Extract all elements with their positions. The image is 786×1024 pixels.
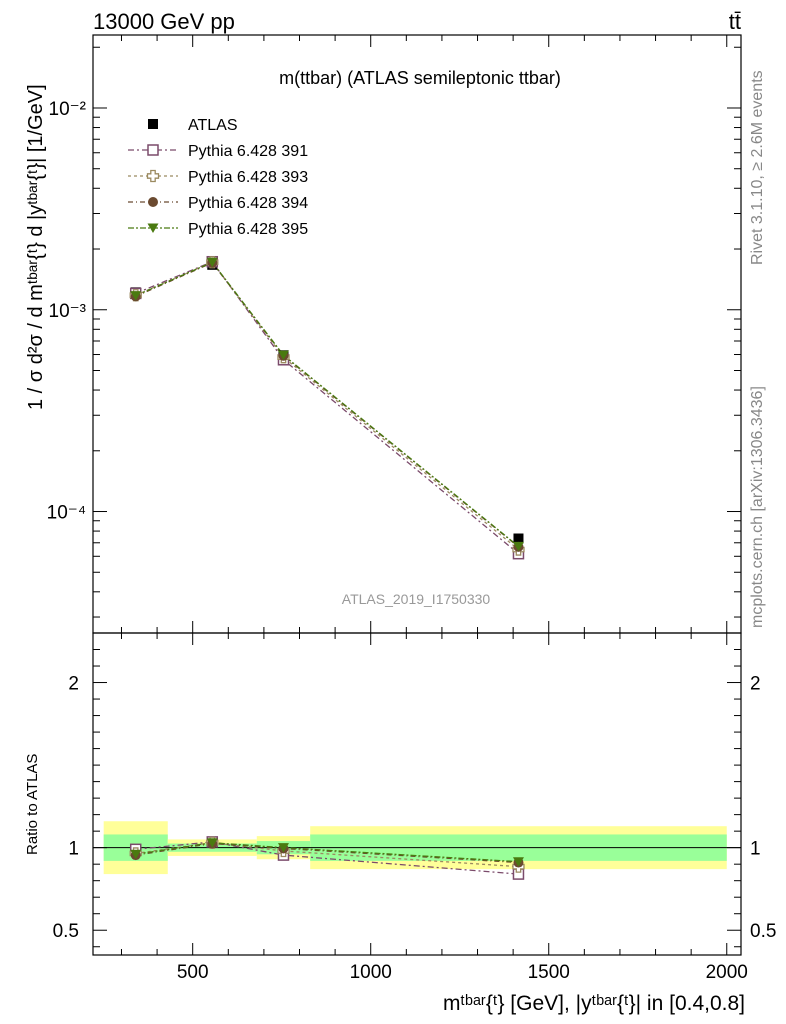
point-4-0 [130, 291, 142, 301]
x-tick-label: 1500 [528, 962, 570, 983]
ratio-y-tick-label-right: 2 [750, 674, 761, 695]
point-4-1-shape [206, 257, 218, 268]
x-tick-label: 500 [177, 962, 209, 983]
legend-label-1: Pythia 6.428 391 [188, 143, 308, 160]
point-4-3 [512, 541, 524, 552]
legend-marker-4 [147, 223, 159, 233]
ratio-line-3 [135, 842, 519, 864]
ratio-plot-frame [92, 632, 742, 956]
ratio-line-4 [135, 842, 519, 863]
legend-marker-2 [146, 169, 160, 183]
series-line-1 [135, 260, 519, 555]
ratio-y-tick-label-left: 0.5 [53, 921, 79, 942]
ratio-point-4-0-shape [130, 849, 142, 860]
legend-marker-0-shape [148, 119, 158, 129]
x-axis-label: mᵗᵇᵃʳ{ᵗ} [GeV], |yᵗᵇᵃʳ{ᵗ}| in [0.4,0.8] [443, 992, 745, 1015]
ratio-point-4-3-shape [512, 857, 524, 867]
ratio-point-4-0 [130, 849, 142, 860]
ratio-plot-panel: 500 1000 1500 2000 2 2 1 1 0.5 0.5 Ratio to ATLAS [24, 632, 776, 983]
ratio-y-tick-label-left: 2 [68, 674, 79, 695]
ratio-y-axis-label: Ratio to ATLAS [24, 754, 41, 855]
point-4-3-shape [512, 541, 524, 552]
watermark-label: ATLAS_2019_I1750330 [342, 591, 491, 607]
point-4-0-shape [130, 291, 142, 301]
ratio-point-4-3 [512, 857, 524, 867]
point-4-2-shape [277, 350, 289, 361]
ratio-y-tick-label-left: 1 [68, 839, 79, 860]
header-right-label: tt̄ [729, 9, 741, 34]
legend-label-0: ATLAS [188, 117, 238, 134]
header-left-label: 13000 GeV pp [93, 9, 235, 34]
legend-label-4: Pythia 6.428 395 [188, 221, 308, 238]
main-plot-panel: 10⁻² 10⁻³ 10⁻⁴ m(ttbar) (ATLAS semileptoni… [25, 34, 742, 955]
mcplots-label: mcplots.cern.ch [arXiv:1306.3436] [749, 386, 766, 628]
main-y-axis-label: 1 / σ d²σ / d mᵗᵇᵃʳ{ᵗ} d |yᵗᵇᵃʳ{ᵗ}| [1/G… [25, 84, 47, 410]
chart-title: m(ttbar) (ATLAS semileptonic ttbar) [279, 68, 561, 88]
y-tick-label: 10⁻³ [49, 301, 87, 322]
x-tick-label: 1000 [350, 962, 392, 983]
legend-marker-1-shape [147, 144, 159, 156]
rivet-version-label: Rivet 3.1.10, ≥ 2.6M events [749, 70, 766, 265]
ratio-point-4-1-shape [206, 838, 218, 848]
legend-marker-3 [148, 197, 158, 207]
ratio-y-tick-label-right: 1 [750, 839, 761, 860]
ratio-y-tick-label-right: 0.5 [750, 921, 776, 942]
series-line-3 [135, 261, 519, 548]
legend-marker-2-shape [146, 169, 160, 183]
point-4-2 [277, 350, 289, 361]
y-tick-label: 10⁻² [49, 99, 87, 120]
series-line-4 [135, 261, 519, 547]
ratio-point-4-2 [277, 843, 289, 853]
point-0-3-shape [513, 533, 524, 544]
legend-label-3: Pythia 6.428 394 [188, 195, 308, 212]
x-tick-label: 2000 [706, 962, 748, 983]
y-tick-label: 10⁻⁴ [47, 503, 86, 524]
ratio-line-1 [135, 841, 519, 875]
ratio-point-4-1 [206, 838, 218, 848]
legend-marker-3-shape [148, 197, 158, 207]
point-0-3 [513, 533, 524, 544]
point-4-1 [206, 257, 218, 268]
legend-marker-0 [148, 119, 158, 129]
legend-marker-1 [147, 144, 159, 156]
ratio-point-4-2-shape [277, 843, 289, 853]
legend-marker-4-shape [147, 223, 159, 233]
legend-label-2: Pythia 6.428 393 [188, 169, 308, 186]
legend: ATLAS Pythia 6.428 391 Pythia 6.428 393 Pyt… [128, 117, 308, 238]
